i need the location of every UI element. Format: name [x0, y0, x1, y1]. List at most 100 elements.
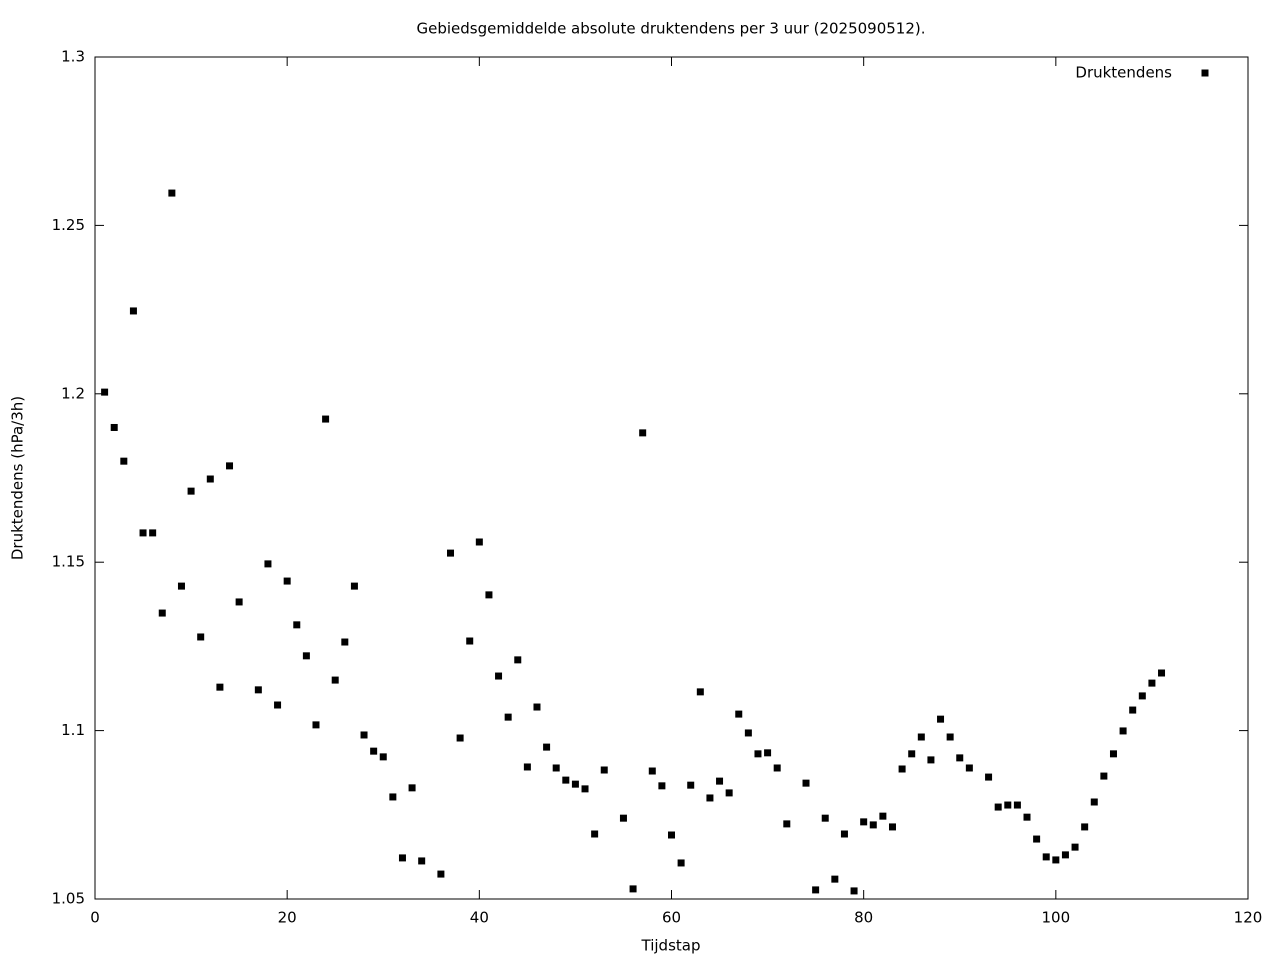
- point: [956, 754, 964, 762]
- point: [360, 731, 368, 739]
- point: [187, 487, 195, 495]
- point: [850, 887, 858, 895]
- point: [937, 715, 945, 723]
- point: [418, 857, 426, 865]
- point: [197, 633, 205, 641]
- x-tick-label: 60: [662, 909, 681, 927]
- point: [495, 672, 503, 680]
- point: [716, 777, 724, 785]
- point: [447, 549, 455, 557]
- point: [677, 859, 685, 867]
- point: [389, 793, 397, 801]
- point: [562, 776, 570, 784]
- point: [341, 638, 349, 646]
- point: [860, 818, 868, 826]
- point: [149, 529, 157, 537]
- point: [831, 875, 839, 883]
- x-axis-label: Tijdstap: [641, 937, 701, 955]
- point: [101, 388, 109, 396]
- point: [1042, 853, 1050, 861]
- point: [504, 713, 512, 721]
- point: [879, 812, 887, 820]
- point: [177, 582, 185, 590]
- point: [226, 462, 234, 470]
- point: [696, 688, 704, 696]
- point: [437, 870, 445, 878]
- point: [1061, 851, 1069, 859]
- point: [293, 621, 301, 629]
- point: [840, 830, 848, 838]
- y-tick-label: 1.2: [61, 384, 85, 402]
- point: [514, 656, 522, 664]
- point: [408, 784, 416, 792]
- point: [1052, 856, 1060, 864]
- y-tick-label: 1.1: [61, 721, 85, 739]
- point: [139, 529, 147, 537]
- point: [398, 854, 406, 862]
- point: [1023, 813, 1031, 821]
- point: [168, 189, 176, 197]
- point: [898, 765, 906, 773]
- point: [322, 415, 330, 423]
- point: [744, 729, 752, 737]
- point: [687, 781, 695, 789]
- point: [523, 763, 531, 771]
- point: [302, 652, 310, 660]
- x-tick-label: 20: [278, 909, 297, 927]
- point: [1033, 835, 1041, 843]
- point: [1071, 843, 1079, 851]
- point: [331, 676, 339, 684]
- point: [581, 785, 589, 793]
- point: [158, 609, 166, 617]
- point: [475, 538, 483, 546]
- y-tick-label: 1.15: [52, 553, 85, 571]
- point: [216, 683, 224, 691]
- point: [456, 734, 464, 742]
- point: [764, 749, 772, 757]
- point: [985, 773, 993, 781]
- point: [379, 753, 387, 761]
- point: [591, 830, 599, 838]
- point: [600, 766, 608, 774]
- point: [802, 779, 810, 787]
- point: [658, 782, 666, 790]
- point: [350, 582, 358, 590]
- point: [869, 821, 877, 829]
- point: [1109, 750, 1117, 758]
- point: [1129, 706, 1137, 714]
- x-tick-label: 40: [470, 909, 489, 927]
- point: [1119, 727, 1127, 735]
- point: [533, 703, 541, 711]
- y-tick-label: 1.25: [52, 216, 85, 234]
- point: [274, 701, 282, 709]
- legend-label: Druktendens: [1075, 64, 1172, 82]
- point: [1138, 692, 1146, 700]
- point: [783, 820, 791, 828]
- point: [110, 423, 118, 431]
- point: [1148, 679, 1156, 687]
- point: [120, 457, 128, 465]
- point: [1158, 669, 1166, 677]
- point: [466, 637, 474, 645]
- y-tick-label: 1.05: [52, 890, 85, 908]
- point: [917, 733, 925, 741]
- point: [254, 686, 262, 694]
- point: [648, 767, 656, 775]
- point: [735, 710, 743, 718]
- y-tick-label: 1.3: [61, 48, 85, 66]
- point: [946, 733, 954, 741]
- point: [283, 577, 291, 585]
- point: [619, 814, 627, 822]
- point: [812, 886, 820, 894]
- point: [129, 307, 137, 315]
- point: [1081, 823, 1089, 831]
- legend-marker: [1201, 69, 1209, 77]
- point: [1100, 772, 1108, 780]
- point: [965, 764, 973, 772]
- x-tick-label: 80: [854, 909, 873, 927]
- point: [629, 885, 637, 893]
- point: [706, 794, 714, 802]
- point: [754, 750, 762, 758]
